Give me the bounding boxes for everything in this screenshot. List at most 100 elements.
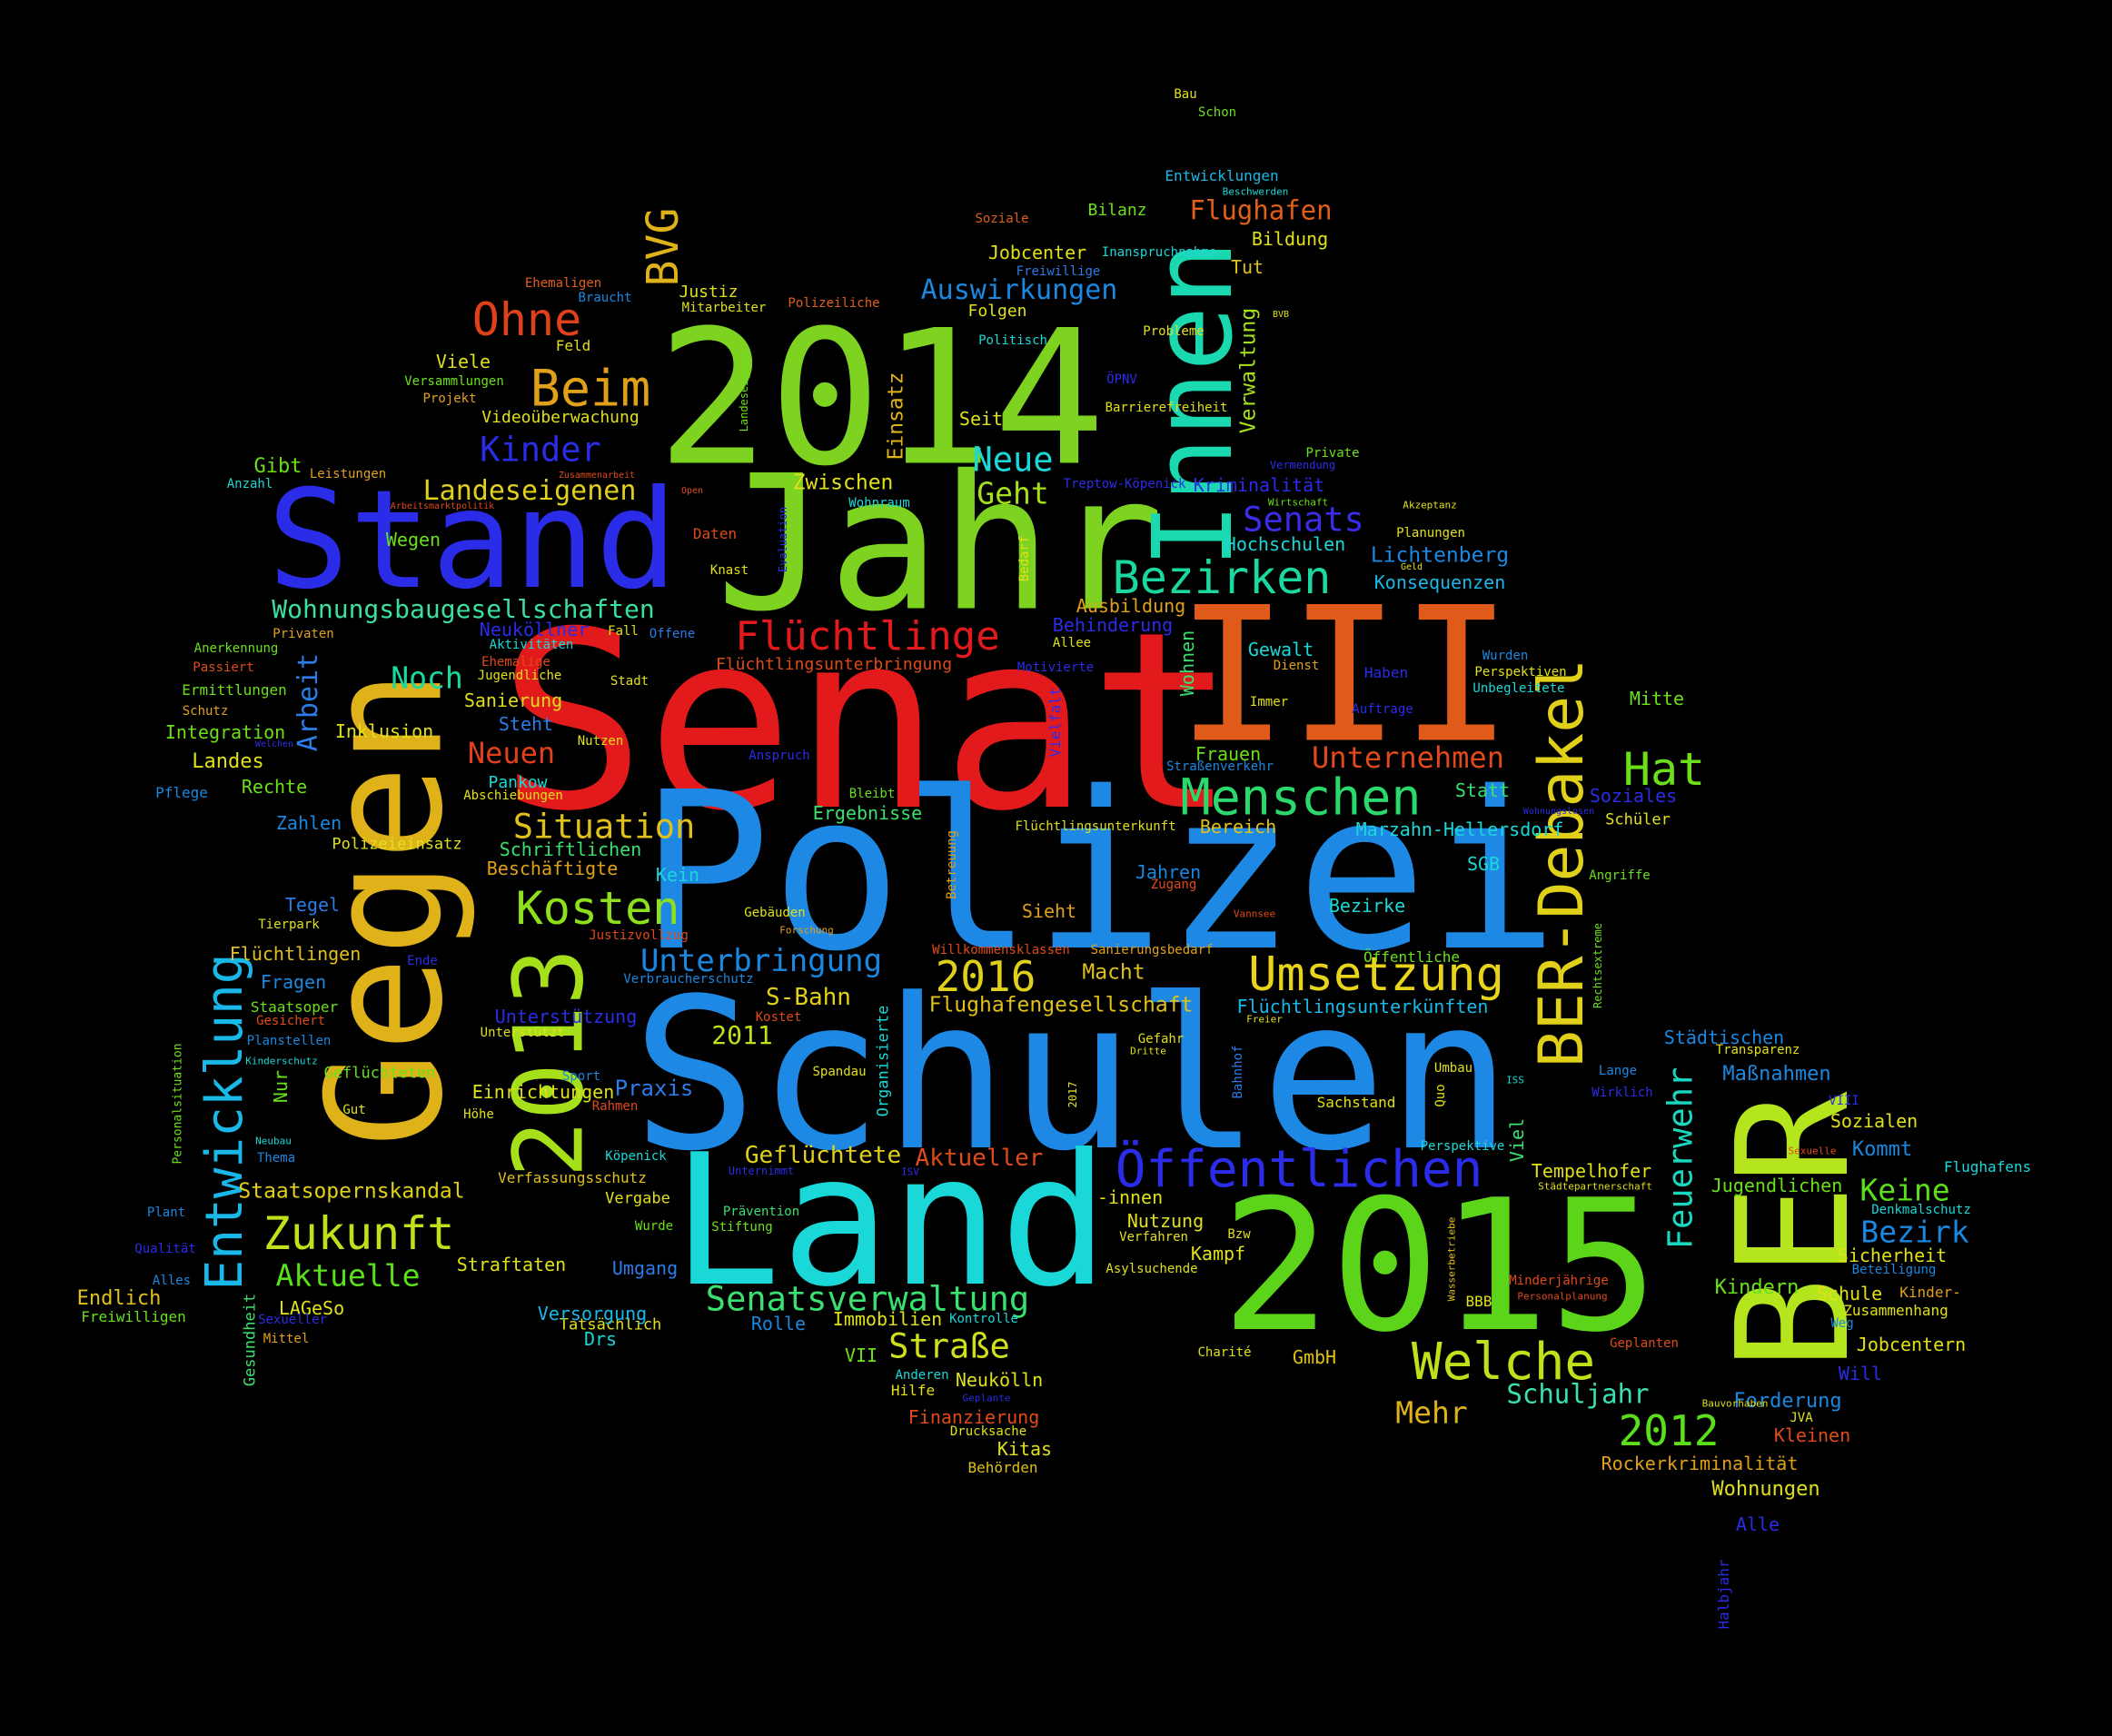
word-gesichert: Gesichert <box>256 1014 325 1028</box>
word-anzahl: Anzahl <box>226 477 273 491</box>
word-kontrolle: Kontrolle <box>949 1312 1018 1326</box>
word-anspruch: Anspruch <box>749 749 810 763</box>
word-staatsoper: Staatsoper <box>250 998 339 1016</box>
word-anerkennung: Anerkennung <box>193 641 279 656</box>
word-bzw: Bzw <box>1227 1227 1251 1242</box>
word-strassenverkehr: Straßenverkehr <box>1165 759 1274 774</box>
word-endlich: Endlich <box>76 1287 162 1310</box>
word-gut: Gut <box>342 1103 366 1117</box>
word-alles: Alles <box>152 1274 192 1288</box>
word-polizeiliche: Polizeiliche <box>788 296 880 311</box>
word-drs: Drs <box>583 1328 618 1350</box>
word-geht: Geht <box>977 475 1049 511</box>
word-aktueller: Aktueller <box>915 1145 1044 1172</box>
word-jobcentern: Jobcentern <box>1856 1334 1967 1355</box>
word-schutz: Schutz <box>182 704 229 719</box>
word-rechte: Rechte <box>241 776 308 798</box>
word-oeffentliche: Öffentliche <box>1363 948 1460 966</box>
word-ehemaligen: Ehemaligen <box>524 276 602 291</box>
word-statt: Statt <box>1454 779 1511 801</box>
word-straftaten: Straftaten <box>456 1254 567 1275</box>
word-sanierung: Sanierung <box>463 689 563 711</box>
word-perspektive: Perspektive <box>1420 1139 1505 1154</box>
word-rechtsextreme: Rechtsextreme <box>1591 923 1604 1008</box>
word-qualitaet: Qualität <box>134 1242 196 1256</box>
word-unterstuetzung: Unterstützung <box>494 1006 638 1027</box>
word-willkommensklassen: Willkommensklassen <box>932 943 1070 957</box>
word-konsequenzen: Konsequenzen <box>1373 571 1506 593</box>
word-inklusion: Inklusion <box>334 720 434 742</box>
word-oeffentlichen: Öffentlichen <box>1115 1140 1483 1199</box>
word-ehemalige: Ehemalige <box>481 655 550 670</box>
word-auftrage: Auftrage <box>1352 702 1413 717</box>
word-kindern: Kindern <box>1714 1276 1800 1299</box>
word-pankow: Pankow <box>488 773 548 792</box>
word-situation: Situation <box>512 807 696 847</box>
word-versammlungen: Versammlungen <box>404 374 504 389</box>
word-wirtschaft: Wirtschaft <box>1267 496 1329 509</box>
word-praevention: Prävention <box>722 1205 800 1219</box>
word-macht: Macht <box>1082 960 1145 985</box>
word-iss: ISS <box>1506 1074 1524 1086</box>
word-wohnen: Wohnen <box>1176 630 1198 697</box>
word-personalplanung: Personalplanung <box>1517 1290 1608 1303</box>
word-tut: Tut <box>1230 256 1264 278</box>
word-halbjahr: Halbjahr <box>1715 1559 1732 1630</box>
word-bbb: BBB <box>1465 1293 1492 1310</box>
word-stiftung: Stiftung <box>711 1220 773 1235</box>
word-schulen: Schulen <box>631 955 1512 1197</box>
word-kinderschutz: Kinderschutz <box>245 1055 318 1067</box>
word-viii: VIII <box>1829 1094 1859 1108</box>
word-polizeieinsatz: Polizeieinsatz <box>332 835 462 854</box>
word-stand: Stand <box>267 461 678 620</box>
word-hochschulen: Hochschulen <box>1225 533 1346 555</box>
word-innen-suffix: -innen <box>1096 1186 1164 1208</box>
word-marzahn-hellersdorf: Marzahn-Hellersdorf <box>1355 818 1564 840</box>
word-stadt: Stadt <box>610 674 649 689</box>
word-wohnungslosen: Wohnungslosen <box>1522 807 1595 817</box>
word-sozialen: Sozialen <box>1829 1110 1919 1132</box>
word-koepenick: Köpenick <box>605 1149 667 1164</box>
word-bezirke: Bezirke <box>1328 895 1406 917</box>
word-staedtischen: Städtischen <box>1663 1027 1785 1048</box>
word-unterstuetzt: Unterstützt <box>480 1026 565 1040</box>
word-kinder: Kinder <box>480 430 601 470</box>
word-unterbringung: Unterbringung <box>640 943 883 979</box>
word-staatsopernskandal: Staatsopernskandal <box>238 1179 465 1204</box>
word-nutzen: Nutzen <box>577 734 624 749</box>
word-gebaeuden: Gebäuden <box>744 906 806 920</box>
word-kosten: Kosten <box>515 882 680 935</box>
word-forschung: Forschung <box>779 924 834 937</box>
word-freiwilligen: Freiwilligen <box>81 1308 186 1325</box>
word-iii: III <box>1175 568 1513 785</box>
word-motivierte: Motivierte <box>1016 660 1095 675</box>
word-fluechtlingen: Flüchtlingen <box>229 943 362 965</box>
word-bleibt: Bleibt <box>848 787 896 801</box>
word-feld: Feld <box>555 337 591 354</box>
word-rockerkriminalitaet: Rockerkriminalität <box>1601 1453 1799 1474</box>
word-wurde: Wurde <box>634 1219 674 1234</box>
word-kinder-dash: Kinder- <box>1899 1284 1961 1301</box>
word-kleinen: Kleinen <box>1773 1424 1851 1446</box>
word-entwicklung: Entwicklung <box>195 953 254 1291</box>
word-planstellen: Planstellen <box>246 1034 332 1048</box>
word-sanierungsbedarf: Sanierungsbedarf <box>1090 943 1214 957</box>
word-hilfe: Hilfe <box>890 1382 936 1399</box>
word-arbeitsmarktpolitik: Arbeitsmarktpolitik <box>390 501 495 511</box>
word-vergabe: Vergabe <box>605 1189 670 1208</box>
word-lageso: LAGeSo <box>278 1297 345 1319</box>
word-videoueberwachung: Videoüberwachung <box>481 408 640 427</box>
word-bereich: Bereich <box>1199 816 1277 838</box>
word-kitas: Kitas <box>997 1438 1053 1460</box>
word-anderen: Anderen <box>895 1368 949 1383</box>
word-freiwillige: Freiwillige <box>1016 264 1101 279</box>
word-minderjaehrige: Minderjährige <box>1509 1274 1609 1288</box>
word-auswirkungen: Auswirkungen <box>920 274 1118 306</box>
word-land: Land <box>671 1116 1109 1327</box>
word-2015: 2015 <box>1221 1161 1659 1373</box>
word-mitarbeiter: Mitarbeiter <box>681 301 767 315</box>
word-fluechtlingsunterkunft: Flüchtlingsunterkunft <box>1015 819 1176 834</box>
word-aktuelle: Aktuelle <box>275 1257 421 1294</box>
word-allee: Allee <box>1052 636 1092 650</box>
word-personalsituation: Personalsituation <box>171 1043 185 1165</box>
